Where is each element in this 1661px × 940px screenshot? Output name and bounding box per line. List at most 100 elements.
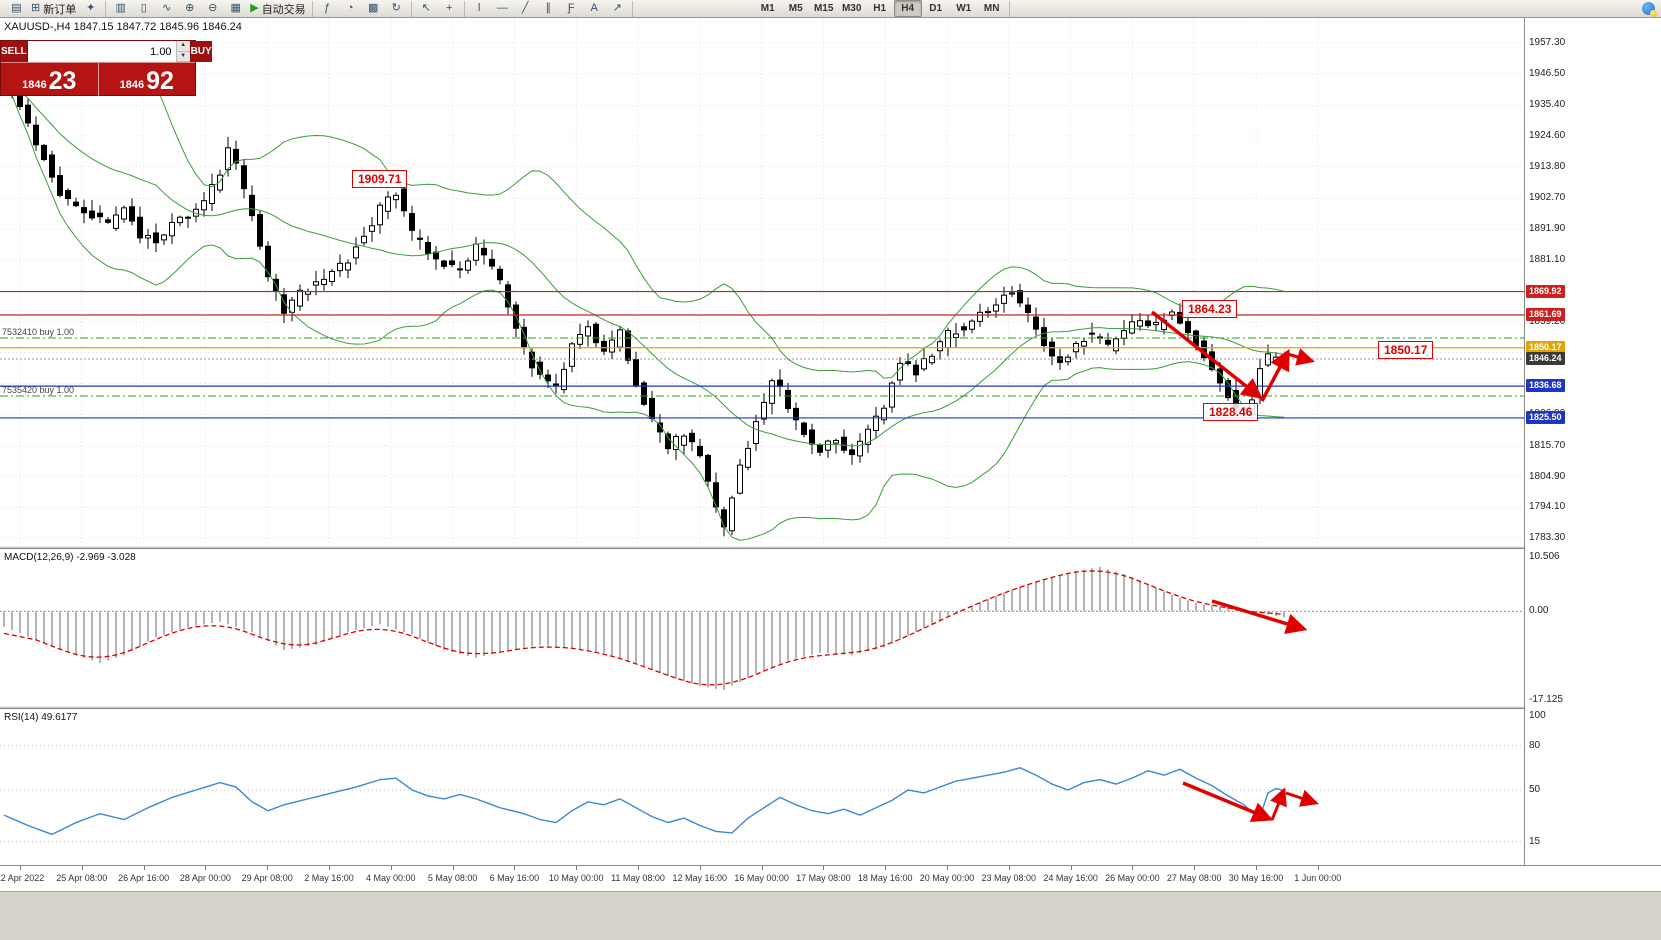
arrows-button[interactable]: ↗ bbox=[606, 0, 629, 17]
periods-button[interactable]: ◔ bbox=[339, 0, 362, 17]
bar-chart-button[interactable]: ▥ bbox=[109, 0, 132, 17]
time-label: 17 May 08:00 bbox=[796, 873, 851, 883]
price-tag: 1846.24 bbox=[1526, 351, 1565, 365]
time-tick bbox=[885, 866, 887, 870]
market-watch-button[interactable]: ✦ bbox=[79, 0, 102, 17]
price-tick-label: 1815.70 bbox=[1529, 439, 1566, 451]
tile-windows-button[interactable]: ▦ bbox=[224, 0, 247, 17]
tf-m1-button[interactable]: M1 bbox=[760, 3, 775, 14]
templates-button[interactable]: ▩ bbox=[362, 0, 385, 17]
time-label: 10 May 00:00 bbox=[548, 873, 604, 883]
rsi-panel[interactable]: RSI(14) 49.6177 bbox=[0, 709, 1524, 865]
refresh-icon: ↻ bbox=[391, 2, 401, 14]
tf-d1-button[interactable]: D1 bbox=[929, 3, 943, 14]
panel-separator[interactable] bbox=[0, 546, 1661, 549]
volume-input[interactable] bbox=[27, 41, 176, 62]
price-tick-label: 1794.10 bbox=[1529, 501, 1566, 513]
time-tick bbox=[1008, 866, 1010, 870]
one-click-price-row: 1846 23 1846 92 bbox=[1, 63, 195, 96]
macd-chart[interactable] bbox=[0, 549, 1524, 706]
price-tick-label: 1946.50 bbox=[1529, 67, 1566, 79]
horizontal-line-button[interactable]: — bbox=[491, 0, 514, 17]
time-label: 26 May 00:00 bbox=[1105, 873, 1160, 883]
vertical-line-button[interactable]: ǀ bbox=[468, 0, 491, 17]
auto-trading-button[interactable]: ▶ 自动交易 bbox=[247, 0, 308, 17]
zoom-in-button[interactable]: ⊕ bbox=[178, 0, 201, 17]
trendline-icon: ╱ bbox=[521, 2, 529, 14]
price-axis[interactable]: 1957.30 1946.50 1935.40 1924.60 1913.80 1902.… bbox=[1524, 18, 1661, 865]
tf-m30-button[interactable]: M30 bbox=[841, 3, 862, 14]
volume-up-button[interactable]: ▲ bbox=[176, 41, 190, 52]
line-chart-button[interactable]: ∿ bbox=[155, 0, 178, 17]
time-axis[interactable]: 22 Apr 2022 25 Apr 08:00 26 Apr 16:00 28 Ap… bbox=[0, 865, 1661, 891]
macd-label: MACD(12,26,9) -2.969 -3.028 bbox=[4, 552, 136, 563]
new-order-button[interactable]: ⊞ 新订单 bbox=[28, 0, 79, 17]
buy-price-small: 1846 bbox=[119, 79, 145, 91]
indicators-button[interactable]: ƒ bbox=[316, 0, 339, 17]
zoom-out-button[interactable]: ⊖ bbox=[201, 0, 224, 17]
time-tick bbox=[1132, 866, 1134, 870]
panel-separator[interactable] bbox=[0, 706, 1661, 709]
trendline-button[interactable]: ╱ bbox=[514, 0, 537, 17]
price-tick-label: 1924.60 bbox=[1529, 130, 1566, 142]
tf-m5-button[interactable]: M5 bbox=[788, 3, 803, 14]
candlestick-chart-button[interactable]: ▯ bbox=[132, 0, 155, 17]
chart-ohlc-header: XAUUSD-,H4 1847.15 1847.72 1845.96 1846.… bbox=[4, 21, 242, 33]
sell-button[interactable]: SELL bbox=[1, 41, 27, 62]
new-chart-button[interactable]: ▤ bbox=[5, 0, 28, 17]
time-tick bbox=[823, 866, 825, 870]
buy-button[interactable]: BUY bbox=[190, 41, 212, 62]
drawn-price-annotation: 1909.71 bbox=[352, 170, 408, 188]
horizontal-line-icon: — bbox=[496, 2, 508, 14]
time-label: 23 May 08:00 bbox=[981, 873, 1037, 883]
time-label: 20 May 00:00 bbox=[919, 873, 975, 883]
toolbar: ▤ ⊞ 新订单 ✦ ▥ ▯ ∿ ⊕ ⊖ ▦ ▶ 自动交易 ƒ ◔ ▩ ↻ ↖ + ǀ — ╱ ∥ Ƒ A ↗ M1 M5 M15 M30… bbox=[0, 0, 1661, 18]
time-tick bbox=[452, 866, 454, 870]
crosshair-button[interactable]: + bbox=[438, 0, 461, 17]
toolbar-group: ƒ ◔ ▩ ↻ bbox=[313, 0, 412, 17]
time-tick bbox=[638, 866, 639, 870]
time-label: 2 May 16:00 bbox=[304, 873, 354, 883]
volume-spinner: ▲ ▼ bbox=[175, 41, 190, 62]
drawn-price-annotation: 1850.17 bbox=[1378, 341, 1434, 359]
tf-h1-button[interactable]: H1 bbox=[873, 3, 887, 14]
main-chart-panel[interactable]: 7532410 buy 1.00 7535420 buy 1.00 XAUUSD-… bbox=[0, 18, 1524, 546]
time-label: 4 May 00:00 bbox=[366, 873, 416, 883]
macd-panel[interactable]: MACD(12,26,9) -2.969 -3.028 bbox=[0, 549, 1524, 706]
time-tick bbox=[947, 866, 948, 870]
rsi-scale-label: 80 bbox=[1529, 739, 1541, 751]
price-tag: 1850.17 bbox=[1526, 340, 1565, 354]
text-button[interactable]: A bbox=[583, 0, 606, 17]
volume-down-button[interactable]: ▼ bbox=[176, 51, 190, 62]
price-tick-label: 1913.80 bbox=[1529, 160, 1566, 172]
cursor-button[interactable]: ↖ bbox=[415, 0, 438, 17]
zoom-out-icon: ⊖ bbox=[208, 2, 218, 14]
community-icon[interactable] bbox=[1642, 2, 1657, 17]
price-tag: 1861.69 bbox=[1526, 307, 1565, 321]
price-tick-label: 1935.40 bbox=[1529, 99, 1566, 111]
time-label: 27 May 08:00 bbox=[1166, 873, 1222, 883]
sell-price-button[interactable]: 1846 23 bbox=[1, 63, 98, 96]
tf-w1-button[interactable]: W1 bbox=[956, 3, 972, 14]
auto-trading-button-label: 自动交易 bbox=[261, 3, 306, 16]
time-label: 28 Apr 00:00 bbox=[179, 873, 231, 883]
vertical-line-icon: ǀ bbox=[477, 2, 481, 14]
new-chart-icon: ▤ bbox=[11, 2, 22, 14]
time-tick bbox=[761, 866, 763, 870]
candlestick-chart[interactable]: 7532410 buy 1.00 7535420 buy 1.00 bbox=[0, 18, 1524, 546]
channel-button[interactable]: ∥ bbox=[537, 0, 560, 17]
rsi-chart[interactable] bbox=[0, 709, 1524, 865]
time-label: 5 May 08:00 bbox=[427, 873, 478, 883]
refresh-button[interactable]: ↻ bbox=[385, 0, 408, 17]
fibonacci-button[interactable]: Ƒ bbox=[560, 0, 583, 17]
time-label: 11 May 08:00 bbox=[611, 873, 665, 883]
tf-h4-button[interactable]: H4 bbox=[893, 0, 922, 17]
buy-price-big: 92 bbox=[146, 67, 174, 95]
toolbar-group: ▤ ⊞ 新订单 ✦ bbox=[2, 0, 107, 17]
tf-mn-button[interactable]: MN bbox=[983, 3, 1000, 14]
bar-chart-icon: ▥ bbox=[115, 2, 126, 14]
auto-trading-icon: ▶ bbox=[250, 2, 259, 14]
buy-price-button[interactable]: 1846 92 bbox=[99, 63, 196, 96]
tf-m15-button[interactable]: M15 bbox=[813, 3, 834, 14]
